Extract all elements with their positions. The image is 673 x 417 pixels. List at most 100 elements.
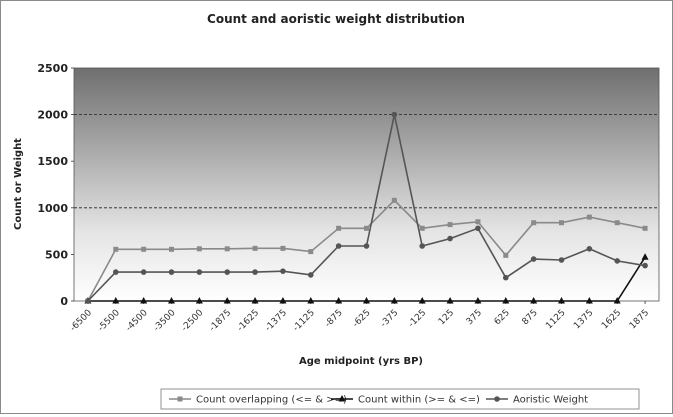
data-point-triangle [307,297,315,304]
data-point-circle [642,262,648,269]
legend-label: Count within (>= & <=) [358,395,480,406]
y-axis-title: Count or Weight [13,138,24,230]
x-tick-label: -125 [407,308,429,330]
data-point-triangle [251,297,259,304]
data-point-triangle [558,297,565,304]
data-point-square [614,220,620,226]
data-point-triangle [530,297,538,304]
data-point-triangle [195,297,203,304]
data-point-triangle [279,297,287,304]
data-point-square [336,225,342,231]
data-point-circle [447,235,453,242]
data-point-circle [140,269,147,275]
data-point-square [559,220,564,226]
y-axis: 0 500 1000 1500 2000 2500 [37,62,74,308]
y-tick-label: 0 [60,295,68,308]
x-tick-label: -6500 [68,308,94,334]
x-tick-label: 125 [437,308,456,327]
x-tick-label: 1375 [572,308,595,331]
data-point-circle [475,225,481,232]
data-point-circle [112,269,119,275]
data-point-circle [307,272,314,278]
y-tick-label: 500 [45,248,68,261]
x-tick-label: -5500 [96,308,122,334]
y-tick-label: 2000 [37,109,68,122]
data-point-square [252,245,258,251]
data-point-triangle [390,297,398,304]
legend-marker-triangle [338,395,346,402]
data-point-square [503,252,509,258]
data-point-circle [224,269,231,275]
data-point-square [447,222,453,228]
y-tick-label: 2500 [37,62,68,75]
data-point-triangle [223,297,231,304]
data-point-triangle [446,297,454,304]
legend-label: Count overlapping (<= & >=) [196,395,347,406]
data-point-square [113,246,119,252]
data-point-circle [558,257,565,263]
data-point-square [364,225,369,231]
data-point-circle [530,256,537,262]
data-point-circle [391,111,398,118]
x-tick-label: -1875 [208,308,234,334]
data-point-circle [196,269,203,275]
data-point-circle [335,243,342,249]
x-tick-label: -3500 [152,308,178,334]
x-tick-label: -1625 [236,308,262,334]
data-point-square [308,249,314,255]
y-tick-label: 1500 [37,155,68,168]
data-point-square [141,246,147,252]
data-point-square [531,220,537,226]
data-point-circle [419,243,426,249]
data-point-triangle [140,297,148,304]
data-point-circle [85,298,91,304]
data-point-square [280,245,286,251]
data-point-triangle [585,297,593,304]
data-point-triangle [613,297,621,304]
x-tick-label: -875 [323,308,345,330]
data-point-circle [586,246,593,252]
chart-title: Count and aoristic weight distribution [207,12,465,26]
data-point-triangle [474,297,482,304]
data-point-square [586,214,592,220]
legend-marker-square [177,396,183,402]
x-tick-label: 1875 [628,308,651,331]
data-point-circle [280,268,286,274]
data-point-triangle [112,297,120,304]
data-point-triangle [335,297,343,304]
x-axis: -6500 -5500 -4500 -3500 -2500 -1875 -1625 -1375… [68,301,651,334]
series-group [84,111,649,304]
legend: Count overlapping (<= & >=) Count within … [160,388,640,410]
data-point-square [196,246,202,252]
x-tick-label: 1625 [600,308,623,331]
data-point-triangle [502,297,510,304]
x-axis-title: Age midpoint (yrs BP) [299,356,423,367]
data-point-square [419,225,425,231]
x-tick-label: 375 [465,308,484,327]
gridlines [74,114,659,209]
legend-box [160,388,640,410]
data-point-triangle [418,297,426,304]
data-point-triangle [363,297,370,304]
x-tick-label: -1375 [263,308,289,334]
data-point-triangle [168,297,175,304]
x-tick-label: -2500 [180,308,206,334]
data-point-circle [502,274,509,281]
data-point-circle [363,243,370,249]
x-tick-label: -625 [351,308,373,330]
x-tick-label: 875 [521,308,540,327]
legend-label: Aoristic Weight [513,395,588,406]
data-point-square [642,225,648,231]
data-point-square [224,246,230,252]
data-point-circle [614,258,621,264]
data-point-triangle [641,253,649,260]
data-point-circle [252,269,258,275]
plot-area [73,67,660,302]
data-point-square [475,219,481,225]
data-point-square [169,246,174,252]
x-tick-label: 625 [493,308,512,327]
x-tick-label: 1125 [544,308,567,331]
x-tick-label: -4500 [124,308,150,334]
